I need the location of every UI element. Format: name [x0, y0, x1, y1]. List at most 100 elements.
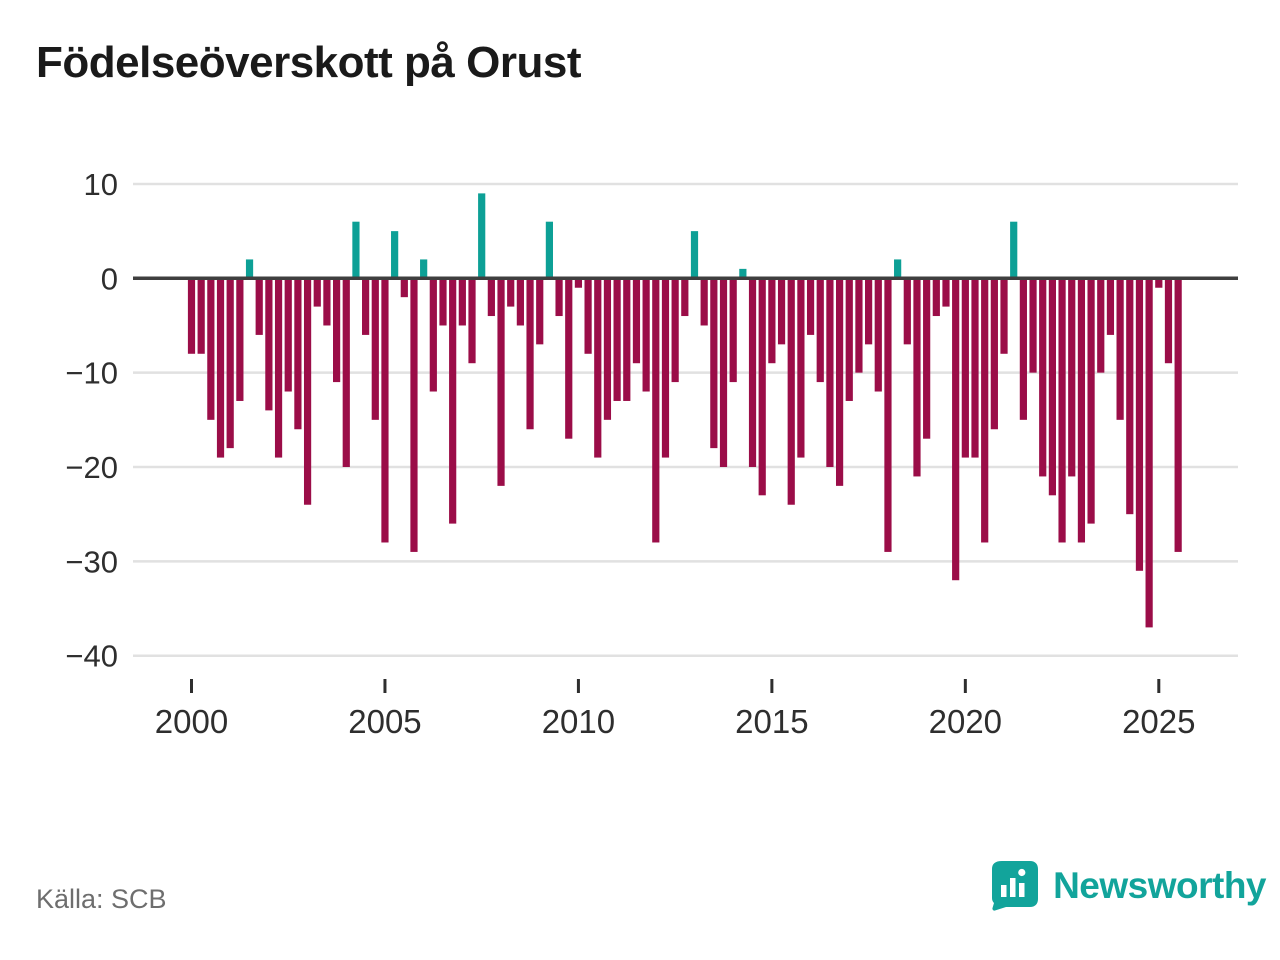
- newsworthy-branding: Newsworthy: [989, 858, 1266, 914]
- bar-2003Q4: [333, 278, 341, 383]
- bar-2010Q3: [594, 278, 602, 458]
- bar-2018Q4: [913, 278, 921, 477]
- bar-2002Q3: [284, 278, 292, 392]
- bar-2024Q2: [1126, 278, 1134, 515]
- bar-2025Q3: [1174, 278, 1182, 552]
- bar-2006Q3: [439, 278, 447, 326]
- bar-2017Q3: [865, 278, 873, 345]
- x-axis-labels: 2000 2005 2010 2015 2020 2025: [155, 703, 1196, 740]
- bar-2015Q4: [797, 278, 805, 458]
- bar-2021Q1: [1000, 278, 1008, 354]
- bar-2018Q3: [903, 278, 911, 345]
- bar-2011Q1: [613, 278, 621, 401]
- bar-2017Q2: [855, 278, 863, 373]
- bar-2010Q4: [603, 278, 612, 420]
- bar-2013Q3: [710, 278, 718, 449]
- y-tick-label: 0: [101, 261, 118, 296]
- bar-2001Q3: [245, 259, 254, 279]
- bar-2001Q2: [236, 278, 244, 401]
- bar-2023Q3: [1097, 278, 1105, 373]
- bar-2009Q4: [565, 278, 573, 439]
- bar-2007Q1: [458, 278, 466, 326]
- bar-2000Q1: [187, 278, 196, 354]
- x-tick-label: 2020: [929, 703, 1002, 740]
- bar-2011Q3: [632, 278, 641, 364]
- y-tick-label: −20: [65, 450, 118, 485]
- brand-name: Newsworthy: [1053, 865, 1266, 906]
- bar-2008Q2: [507, 278, 515, 307]
- bar-2008Q4: [526, 278, 534, 430]
- bar-2014Q4: [758, 278, 766, 496]
- bar-2022Q1: [1039, 278, 1047, 477]
- bar-2012Q1: [652, 278, 660, 543]
- bar-2005Q2: [391, 231, 399, 279]
- bar-2004Q3: [362, 278, 370, 335]
- bar-2007Q3: [478, 193, 486, 279]
- bar-2014Q3: [748, 278, 757, 467]
- bar-2008Q3: [516, 278, 524, 326]
- bar-2022Q2: [1048, 278, 1056, 496]
- bar-2011Q4: [642, 278, 650, 392]
- bar-2005Q3: [400, 278, 408, 298]
- bar-2004Q1: [342, 278, 350, 467]
- bar-2024Q1: [1116, 278, 1124, 420]
- x-tick-label: 2005: [348, 703, 421, 740]
- bar-2023Q1: [1077, 278, 1086, 543]
- bar-2012Q2: [661, 278, 670, 458]
- bar-2017Q4: [874, 278, 882, 392]
- bar-2010Q2: [584, 278, 592, 354]
- bar-2010Q1: [574, 278, 583, 288]
- bar-2021Q4: [1029, 278, 1037, 373]
- bar-2020Q4: [990, 278, 998, 430]
- bar-2014Q1: [729, 278, 737, 383]
- bar-2020Q3: [981, 278, 989, 543]
- bar-2001Q4: [255, 278, 263, 335]
- bar-2015Q3: [787, 278, 795, 505]
- bar-2006Q2: [429, 278, 437, 392]
- bar-2000Q3: [207, 278, 215, 420]
- bar-2020Q2: [971, 278, 979, 458]
- x-tick-label: 2025: [1122, 703, 1195, 740]
- bar-2016Q4: [835, 278, 844, 486]
- bar-2003Q2: [313, 278, 321, 307]
- bar-2013Q1: [690, 231, 699, 279]
- bar-2022Q3: [1058, 278, 1066, 543]
- y-tick-label: −40: [65, 639, 118, 674]
- x-tick-label: 2010: [542, 703, 615, 740]
- bars: [187, 193, 1182, 628]
- axes: [133, 276, 1238, 693]
- bar-2006Q4: [449, 278, 457, 524]
- bar-2016Q1: [806, 278, 815, 335]
- bar-2014Q2: [739, 268, 747, 279]
- bar-2022Q4: [1068, 278, 1076, 477]
- bar-2024Q4: [1145, 278, 1153, 628]
- bar-2008Q1: [497, 278, 505, 486]
- bar-2009Q1: [536, 278, 544, 345]
- bar-2013Q2: [700, 278, 708, 326]
- chart-title: Födelseöverskott på Orust: [36, 38, 581, 87]
- bar-2019Q1: [923, 278, 931, 439]
- bar-2016Q3: [826, 278, 834, 467]
- bar-2011Q2: [623, 278, 631, 401]
- bar-2000Q2: [197, 278, 205, 354]
- x-tick-label: 2015: [735, 703, 808, 740]
- bar-2020Q1: [961, 278, 969, 458]
- bar-2023Q4: [1106, 278, 1115, 335]
- bar-2001Q1: [226, 278, 234, 449]
- x-tick-label: 2000: [155, 703, 228, 740]
- y-tick-label: −30: [65, 544, 118, 579]
- bar-2015Q2: [777, 278, 786, 345]
- bar-2024Q3: [1135, 278, 1144, 571]
- y-tick-label: 10: [84, 167, 118, 202]
- bar-2018Q1: [884, 278, 892, 552]
- bar-2023Q2: [1087, 278, 1095, 524]
- bar-chart-pin-icon: [992, 861, 1039, 911]
- bar-2019Q3: [942, 278, 950, 307]
- bar-2007Q2: [468, 278, 476, 364]
- bar-2016Q2: [816, 278, 824, 383]
- bar-2012Q4: [681, 278, 689, 317]
- bar-2000Q4: [216, 278, 225, 458]
- bar-2015Q1: [768, 278, 776, 364]
